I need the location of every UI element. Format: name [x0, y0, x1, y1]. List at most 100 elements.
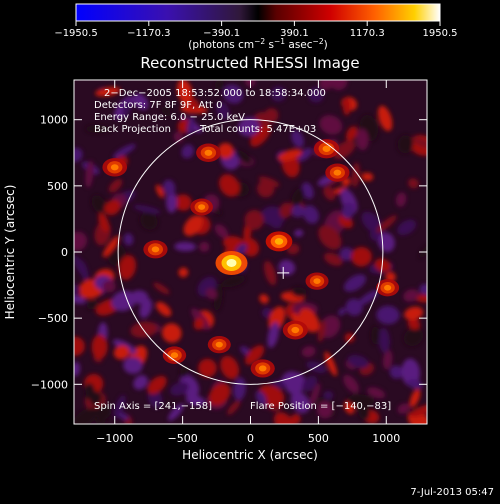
x-axis-label: Heliocentric X (arcsec) — [182, 448, 318, 462]
texture-blob — [294, 229, 304, 237]
colorbar-ticks: −1950.5 −1170.3 −390.1 390.1 1170.3 1950.5 — [54, 21, 458, 39]
spin-axis-label: Spin Axis = [241,−158] — [94, 401, 212, 412]
texture-blob — [104, 199, 121, 216]
colorbar-tick-label: −1950.5 — [54, 28, 97, 39]
texture-blob — [279, 202, 292, 219]
texture-blob — [140, 212, 158, 230]
texture-blob — [235, 149, 252, 165]
texture-blob — [176, 80, 193, 105]
annotation-line: Total counts: 5.47E+03 — [199, 124, 316, 135]
hot-spot — [196, 143, 221, 162]
texture-blob — [74, 284, 81, 294]
texture-blob — [181, 144, 194, 159]
texture-blob — [303, 205, 319, 224]
texture-blob — [309, 383, 321, 408]
hot-spot — [250, 359, 275, 378]
texture-blob — [397, 135, 414, 154]
texture-blob — [102, 235, 120, 258]
texture-blob — [185, 394, 206, 406]
texture-blob — [362, 172, 374, 182]
texture-blob — [156, 301, 172, 317]
annotations: 2−Dec−2005 18:53:52.000 to 18:58:34.000D… — [94, 88, 326, 135]
texture-blob — [361, 211, 382, 233]
texture-blob — [227, 400, 241, 415]
texture-blob — [409, 388, 421, 408]
colorbar-tick-label: 390.1 — [280, 28, 309, 39]
texture-blob — [407, 178, 419, 189]
texture-blob — [85, 124, 111, 134]
texture-blob — [174, 241, 196, 252]
texture-blob — [123, 233, 134, 246]
texture-blob — [316, 401, 333, 419]
texture-blob — [367, 387, 386, 399]
texture-blob — [183, 215, 203, 237]
texture-blob — [395, 192, 407, 207]
texture-blob — [188, 98, 199, 110]
texture-blob — [155, 184, 165, 198]
spin-axis-marker — [277, 266, 290, 279]
texture-blob — [407, 318, 421, 330]
hot-spot — [282, 320, 308, 340]
x-tick-label: −1000 — [96, 432, 133, 445]
texture-blob — [214, 80, 224, 90]
texture-blob — [344, 333, 355, 343]
texture-blob — [403, 327, 424, 347]
texture-blob — [403, 289, 419, 302]
texture-blob — [108, 178, 123, 193]
texture-blob — [374, 258, 391, 273]
texture-blob — [297, 147, 313, 162]
texture-blob — [319, 115, 343, 135]
texture-blob — [180, 105, 208, 114]
hot-spot — [376, 279, 400, 297]
texture-blob — [404, 306, 424, 321]
texture-blob — [199, 241, 210, 252]
texture-blob — [74, 361, 81, 377]
texture-blob — [397, 219, 417, 236]
hot-spot — [325, 163, 350, 182]
texture-blob — [291, 188, 305, 207]
texture-blob — [74, 255, 88, 279]
texture-blob — [389, 365, 404, 379]
annotation-line: Detectors: 7F 8F 9F, Att 0 — [94, 100, 222, 111]
texture-blob — [255, 390, 267, 406]
texture-blob — [198, 358, 217, 378]
texture-blob — [347, 355, 369, 368]
texture-blob — [193, 317, 205, 330]
texture-blob — [290, 414, 301, 424]
texture-blob — [261, 206, 286, 226]
texture-blob — [329, 80, 348, 91]
y-axis-ticks: −1000 −500 0 500 1000 — [31, 114, 427, 391]
annotation-line: Back Projection — [94, 124, 171, 135]
flare-position-label: Flare Position = [−140,−83] — [250, 401, 391, 412]
texture-blob — [133, 375, 148, 390]
texture-blob — [333, 140, 356, 159]
texture-blob — [113, 345, 130, 360]
texture-blob — [244, 209, 264, 230]
colorbar-gradient — [75, 3, 441, 22]
timestamp: 7-Jul-2013 05:47 — [410, 487, 494, 498]
texture-blob — [214, 224, 229, 238]
colorbar-tick-label: −1170.3 — [127, 28, 170, 39]
texture-blob — [357, 402, 370, 420]
texture-blob — [324, 252, 343, 266]
texture-blob — [371, 326, 380, 345]
texture-blob — [409, 404, 427, 417]
colorbar: −1950.5 −1170.3 −390.1 390.1 1170.3 1950.5 (p… — [54, 3, 458, 51]
x-tick-label: 1000 — [372, 432, 400, 445]
image-texture — [74, 80, 427, 424]
texture-blob — [133, 93, 149, 110]
colorbar-tick-label: −390.1 — [203, 28, 240, 39]
texture-blob — [419, 283, 427, 296]
texture-blob — [324, 351, 338, 377]
texture-blob — [346, 126, 358, 141]
texture-blob — [85, 160, 94, 188]
texture-blob — [343, 274, 367, 292]
texture-blob — [217, 142, 234, 159]
chart-title: Reconstructed RHESSI Image — [140, 54, 359, 72]
texture-blob — [376, 215, 397, 233]
y-tick-label: −1000 — [31, 378, 68, 391]
texture-blob — [264, 260, 277, 286]
annotation-line: 2−Dec−2005 18:53:52.000 to 18:58:34.000 — [104, 88, 326, 99]
hot-spot — [143, 240, 168, 259]
